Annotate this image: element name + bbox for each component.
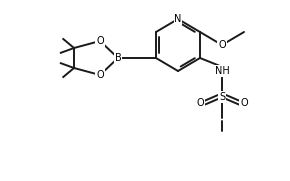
- Text: O: O: [196, 98, 204, 108]
- Text: NH: NH: [215, 66, 229, 76]
- Text: O: O: [96, 70, 104, 80]
- Text: N: N: [174, 14, 182, 24]
- Text: O: O: [96, 36, 104, 46]
- Text: B: B: [115, 53, 122, 63]
- Text: S: S: [219, 92, 225, 102]
- Text: O: O: [218, 40, 226, 50]
- Text: O: O: [240, 98, 248, 108]
